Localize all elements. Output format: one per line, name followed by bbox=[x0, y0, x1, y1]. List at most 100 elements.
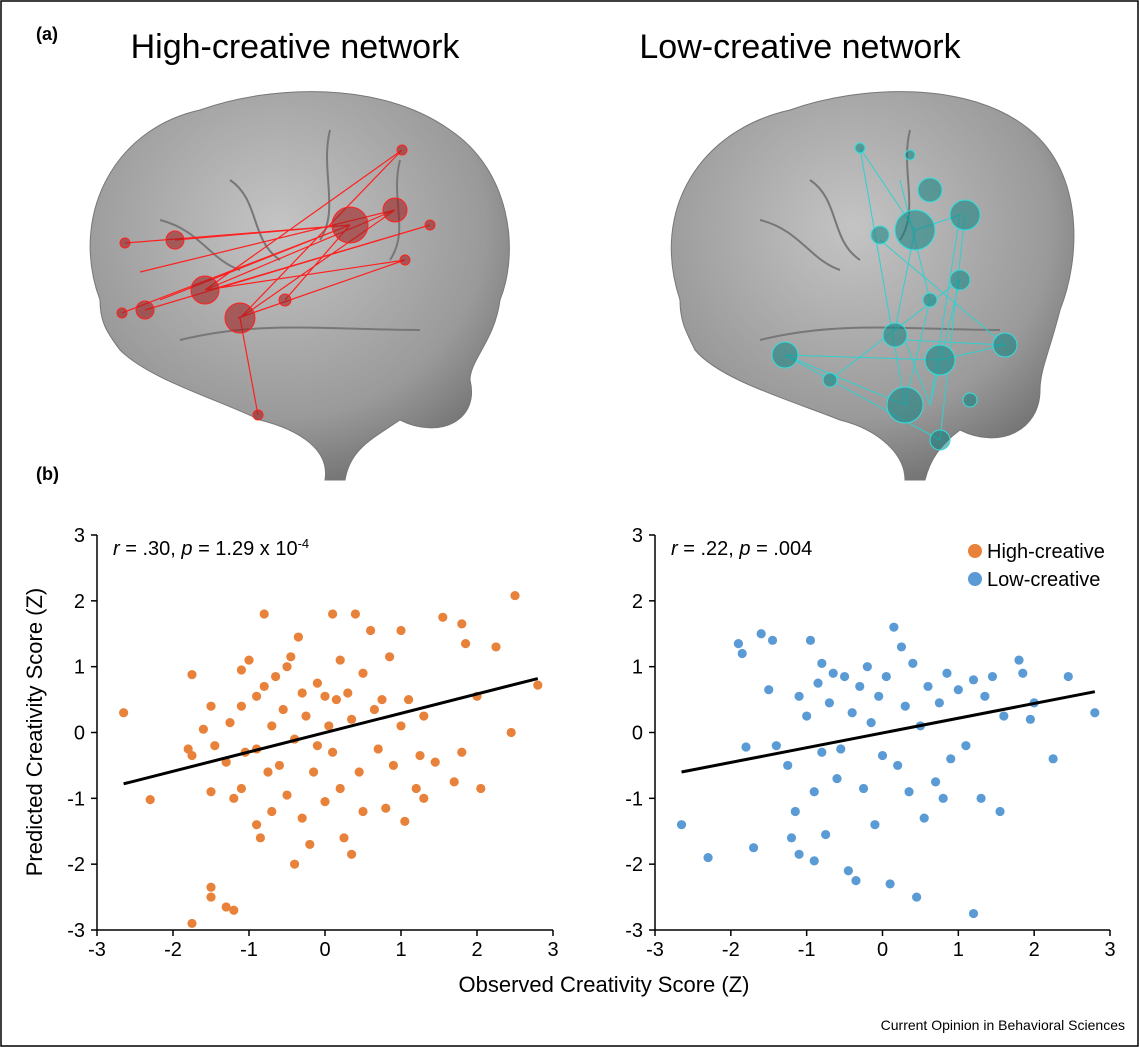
point bbox=[836, 744, 845, 753]
point bbox=[768, 636, 777, 645]
point bbox=[298, 813, 307, 822]
point bbox=[821, 830, 830, 839]
point bbox=[912, 892, 921, 901]
point bbox=[187, 751, 196, 760]
y-tick-label: -3 bbox=[67, 920, 85, 942]
point bbox=[294, 632, 303, 641]
y-tick-label: 1 bbox=[632, 657, 643, 679]
point bbox=[870, 820, 879, 829]
point bbox=[476, 784, 485, 793]
point bbox=[313, 741, 322, 750]
point bbox=[358, 807, 367, 816]
point bbox=[901, 702, 910, 711]
x-tick-label: -2 bbox=[722, 939, 740, 961]
annotation-part: = .004 bbox=[751, 538, 813, 560]
point bbox=[491, 642, 500, 651]
y-tick-label: 0 bbox=[74, 723, 85, 745]
point bbox=[210, 741, 219, 750]
legend-marker bbox=[968, 572, 982, 586]
x-tick-label: 0 bbox=[319, 939, 330, 961]
point bbox=[908, 659, 917, 668]
point bbox=[320, 692, 329, 701]
point bbox=[415, 751, 424, 760]
point bbox=[229, 906, 238, 915]
legend-marker bbox=[968, 544, 982, 558]
annotation-part: = 1.29 x 10 bbox=[193, 538, 298, 560]
legend-label: Low-creative bbox=[987, 569, 1100, 591]
point bbox=[263, 767, 272, 776]
point bbox=[206, 787, 215, 796]
point bbox=[358, 669, 367, 678]
point bbox=[385, 652, 394, 661]
x-tick-label: -1 bbox=[798, 939, 816, 961]
point bbox=[734, 639, 743, 648]
point bbox=[764, 685, 773, 694]
point bbox=[225, 718, 234, 727]
annotation-part: p bbox=[180, 538, 192, 560]
annotation: r = .30, p = 1.29 x 10-4 bbox=[113, 536, 309, 561]
point bbox=[749, 843, 758, 852]
point bbox=[813, 679, 822, 688]
point bbox=[848, 708, 857, 717]
point bbox=[309, 767, 318, 776]
y-tick-label: -2 bbox=[625, 854, 643, 876]
point bbox=[867, 718, 876, 727]
annotation-part: = .30, bbox=[120, 538, 182, 560]
point bbox=[738, 649, 747, 658]
point bbox=[533, 681, 542, 690]
point bbox=[939, 794, 948, 803]
point bbox=[187, 919, 196, 928]
point bbox=[366, 626, 375, 635]
point bbox=[244, 655, 253, 664]
point bbox=[703, 853, 712, 862]
point bbox=[355, 767, 364, 776]
point bbox=[794, 850, 803, 859]
point bbox=[400, 817, 409, 826]
point bbox=[461, 639, 470, 648]
point bbox=[935, 698, 944, 707]
point bbox=[1018, 669, 1027, 678]
point bbox=[419, 711, 428, 720]
point bbox=[290, 860, 299, 869]
y-tick-label: -1 bbox=[67, 788, 85, 810]
point bbox=[252, 820, 261, 829]
point bbox=[829, 669, 838, 678]
point bbox=[889, 623, 898, 632]
point bbox=[1014, 655, 1023, 664]
point bbox=[810, 787, 819, 796]
x-tick-label: 3 bbox=[1104, 939, 1115, 961]
point bbox=[844, 866, 853, 875]
point bbox=[942, 669, 951, 678]
point bbox=[119, 708, 128, 717]
page: {"figure": {"panel_a_label": "(a)", "pan… bbox=[0, 0, 1139, 1047]
panel-label: (b) bbox=[36, 464, 59, 484]
point bbox=[904, 787, 913, 796]
point bbox=[237, 784, 246, 793]
point bbox=[187, 670, 196, 679]
point bbox=[343, 688, 352, 697]
point bbox=[305, 840, 314, 849]
y-axis-label: Predicted Creativity Score (Z) bbox=[22, 588, 47, 877]
annotation-part: -4 bbox=[298, 536, 310, 551]
point bbox=[954, 685, 963, 694]
source: Current Opinion in Behavioral Sciences bbox=[881, 1017, 1125, 1033]
x-tick-label: 1 bbox=[395, 939, 406, 961]
point bbox=[840, 672, 849, 681]
point bbox=[374, 744, 383, 753]
point bbox=[404, 695, 413, 704]
annotation: r = .22, p = .004 bbox=[671, 538, 812, 560]
point bbox=[859, 784, 868, 793]
point bbox=[507, 728, 516, 737]
point bbox=[267, 721, 276, 730]
point bbox=[995, 807, 1004, 816]
point bbox=[199, 725, 208, 734]
point bbox=[271, 672, 280, 681]
point bbox=[351, 609, 360, 618]
x-tick-label: -3 bbox=[646, 939, 664, 961]
point bbox=[1064, 672, 1073, 681]
point bbox=[817, 748, 826, 757]
point bbox=[855, 682, 864, 691]
point bbox=[282, 662, 291, 671]
point bbox=[419, 794, 428, 803]
point bbox=[412, 784, 421, 793]
